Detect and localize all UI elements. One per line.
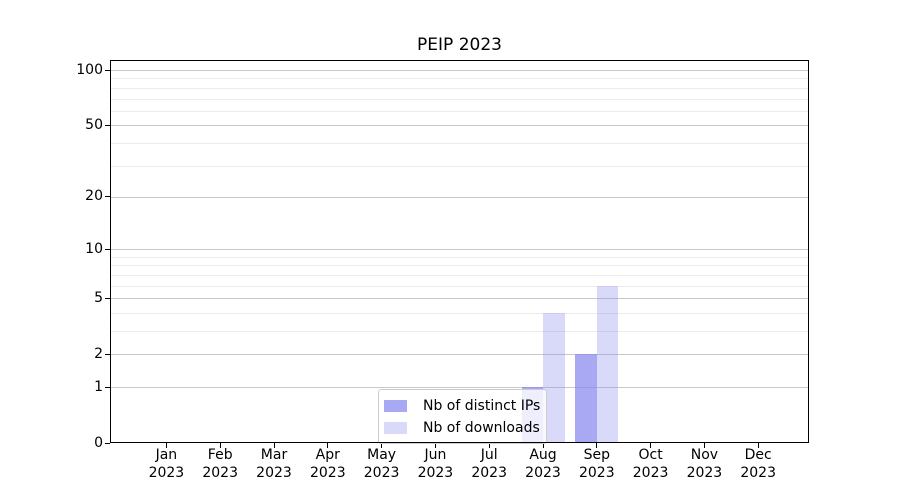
minor-gridline <box>110 165 809 167</box>
minor-gridline <box>110 98 809 100</box>
x-tick-label: Feb 2023 <box>202 447 239 481</box>
x-tick <box>381 443 383 448</box>
major-gridline <box>110 387 809 388</box>
legend-entry-distinct-ips: Nb of distinct IPs <box>384 396 541 415</box>
axes-frame <box>110 60 809 443</box>
plot-area <box>110 60 809 443</box>
x-tick-label: May 2023 <box>363 447 400 481</box>
major-gridline <box>110 249 809 251</box>
legend: Nb of distinct IPs Nb of downloads <box>378 389 547 444</box>
x-tick-label: Oct 2023 <box>632 447 669 481</box>
y-tick-label: 10 <box>85 240 103 257</box>
minor-gridline <box>110 331 809 332</box>
bar-distinct-ips <box>575 354 597 443</box>
y-tick <box>105 124 110 126</box>
major-gridline <box>110 70 809 71</box>
x-tick <box>703 443 705 448</box>
minor-gridline <box>110 110 809 112</box>
bar-downloads <box>543 312 565 443</box>
major-gridline <box>110 354 809 356</box>
y-tick-label: 0 <box>94 434 103 451</box>
x-tick-label: Jul 2023 <box>471 447 508 481</box>
x-tick <box>757 443 759 448</box>
y-tick <box>105 442 110 444</box>
y-tick-label: 2 <box>94 345 103 362</box>
minor-gridline <box>110 265 809 267</box>
y-tick <box>105 248 110 250</box>
bar-downloads <box>596 285 619 443</box>
legend-swatch-downloads <box>384 421 407 434</box>
minor-gridline <box>110 87 809 89</box>
y-tick-label: 20 <box>85 188 103 205</box>
x-tick-label: Jun 2023 <box>417 447 454 481</box>
x-tick-label: Apr 2023 <box>309 447 346 481</box>
y-tick-label: 1 <box>94 378 103 395</box>
y-tick <box>105 297 110 299</box>
legend-swatch-distinct-ips <box>384 399 407 412</box>
x-tick-label: Jan 2023 <box>148 447 185 481</box>
minor-gridline <box>110 312 809 314</box>
x-tick <box>219 443 221 448</box>
minor-gridline <box>110 256 809 258</box>
x-tick-label: Dec 2023 <box>740 447 777 481</box>
x-tick-label: Nov 2023 <box>686 447 723 481</box>
x-tick <box>273 443 275 448</box>
x-tick <box>650 443 652 448</box>
chart-title: PEIP 2023 <box>417 35 502 55</box>
x-tick <box>488 443 490 448</box>
x-tick <box>165 443 167 448</box>
x-tick <box>434 443 436 448</box>
legend-entry-downloads: Nb of downloads <box>384 418 540 437</box>
minor-gridline <box>110 274 809 276</box>
x-tick <box>542 443 544 448</box>
y-tick-label: 50 <box>85 116 103 133</box>
y-tick <box>105 353 110 355</box>
minor-gridline <box>110 78 809 80</box>
minor-gridline <box>110 285 809 287</box>
legend-label-downloads: Nb of downloads <box>423 419 540 436</box>
major-gridline <box>110 298 809 300</box>
x-tick-label: Mar 2023 <box>256 447 292 481</box>
minor-gridline <box>110 142 809 144</box>
x-tick-label: Aug 2023 <box>525 447 561 481</box>
y-tick <box>105 196 110 198</box>
legend-label-distinct-ips: Nb of distinct IPs <box>423 397 541 414</box>
x-tick <box>596 443 598 448</box>
y-tick <box>105 386 110 388</box>
x-tick <box>327 443 329 448</box>
major-gridline <box>110 125 809 127</box>
y-tick-label: 100 <box>76 61 103 78</box>
x-tick-label: Sep 2023 <box>578 447 615 481</box>
y-tick <box>105 69 110 71</box>
y-tick-label: 5 <box>94 289 103 306</box>
major-gridline <box>110 196 809 198</box>
